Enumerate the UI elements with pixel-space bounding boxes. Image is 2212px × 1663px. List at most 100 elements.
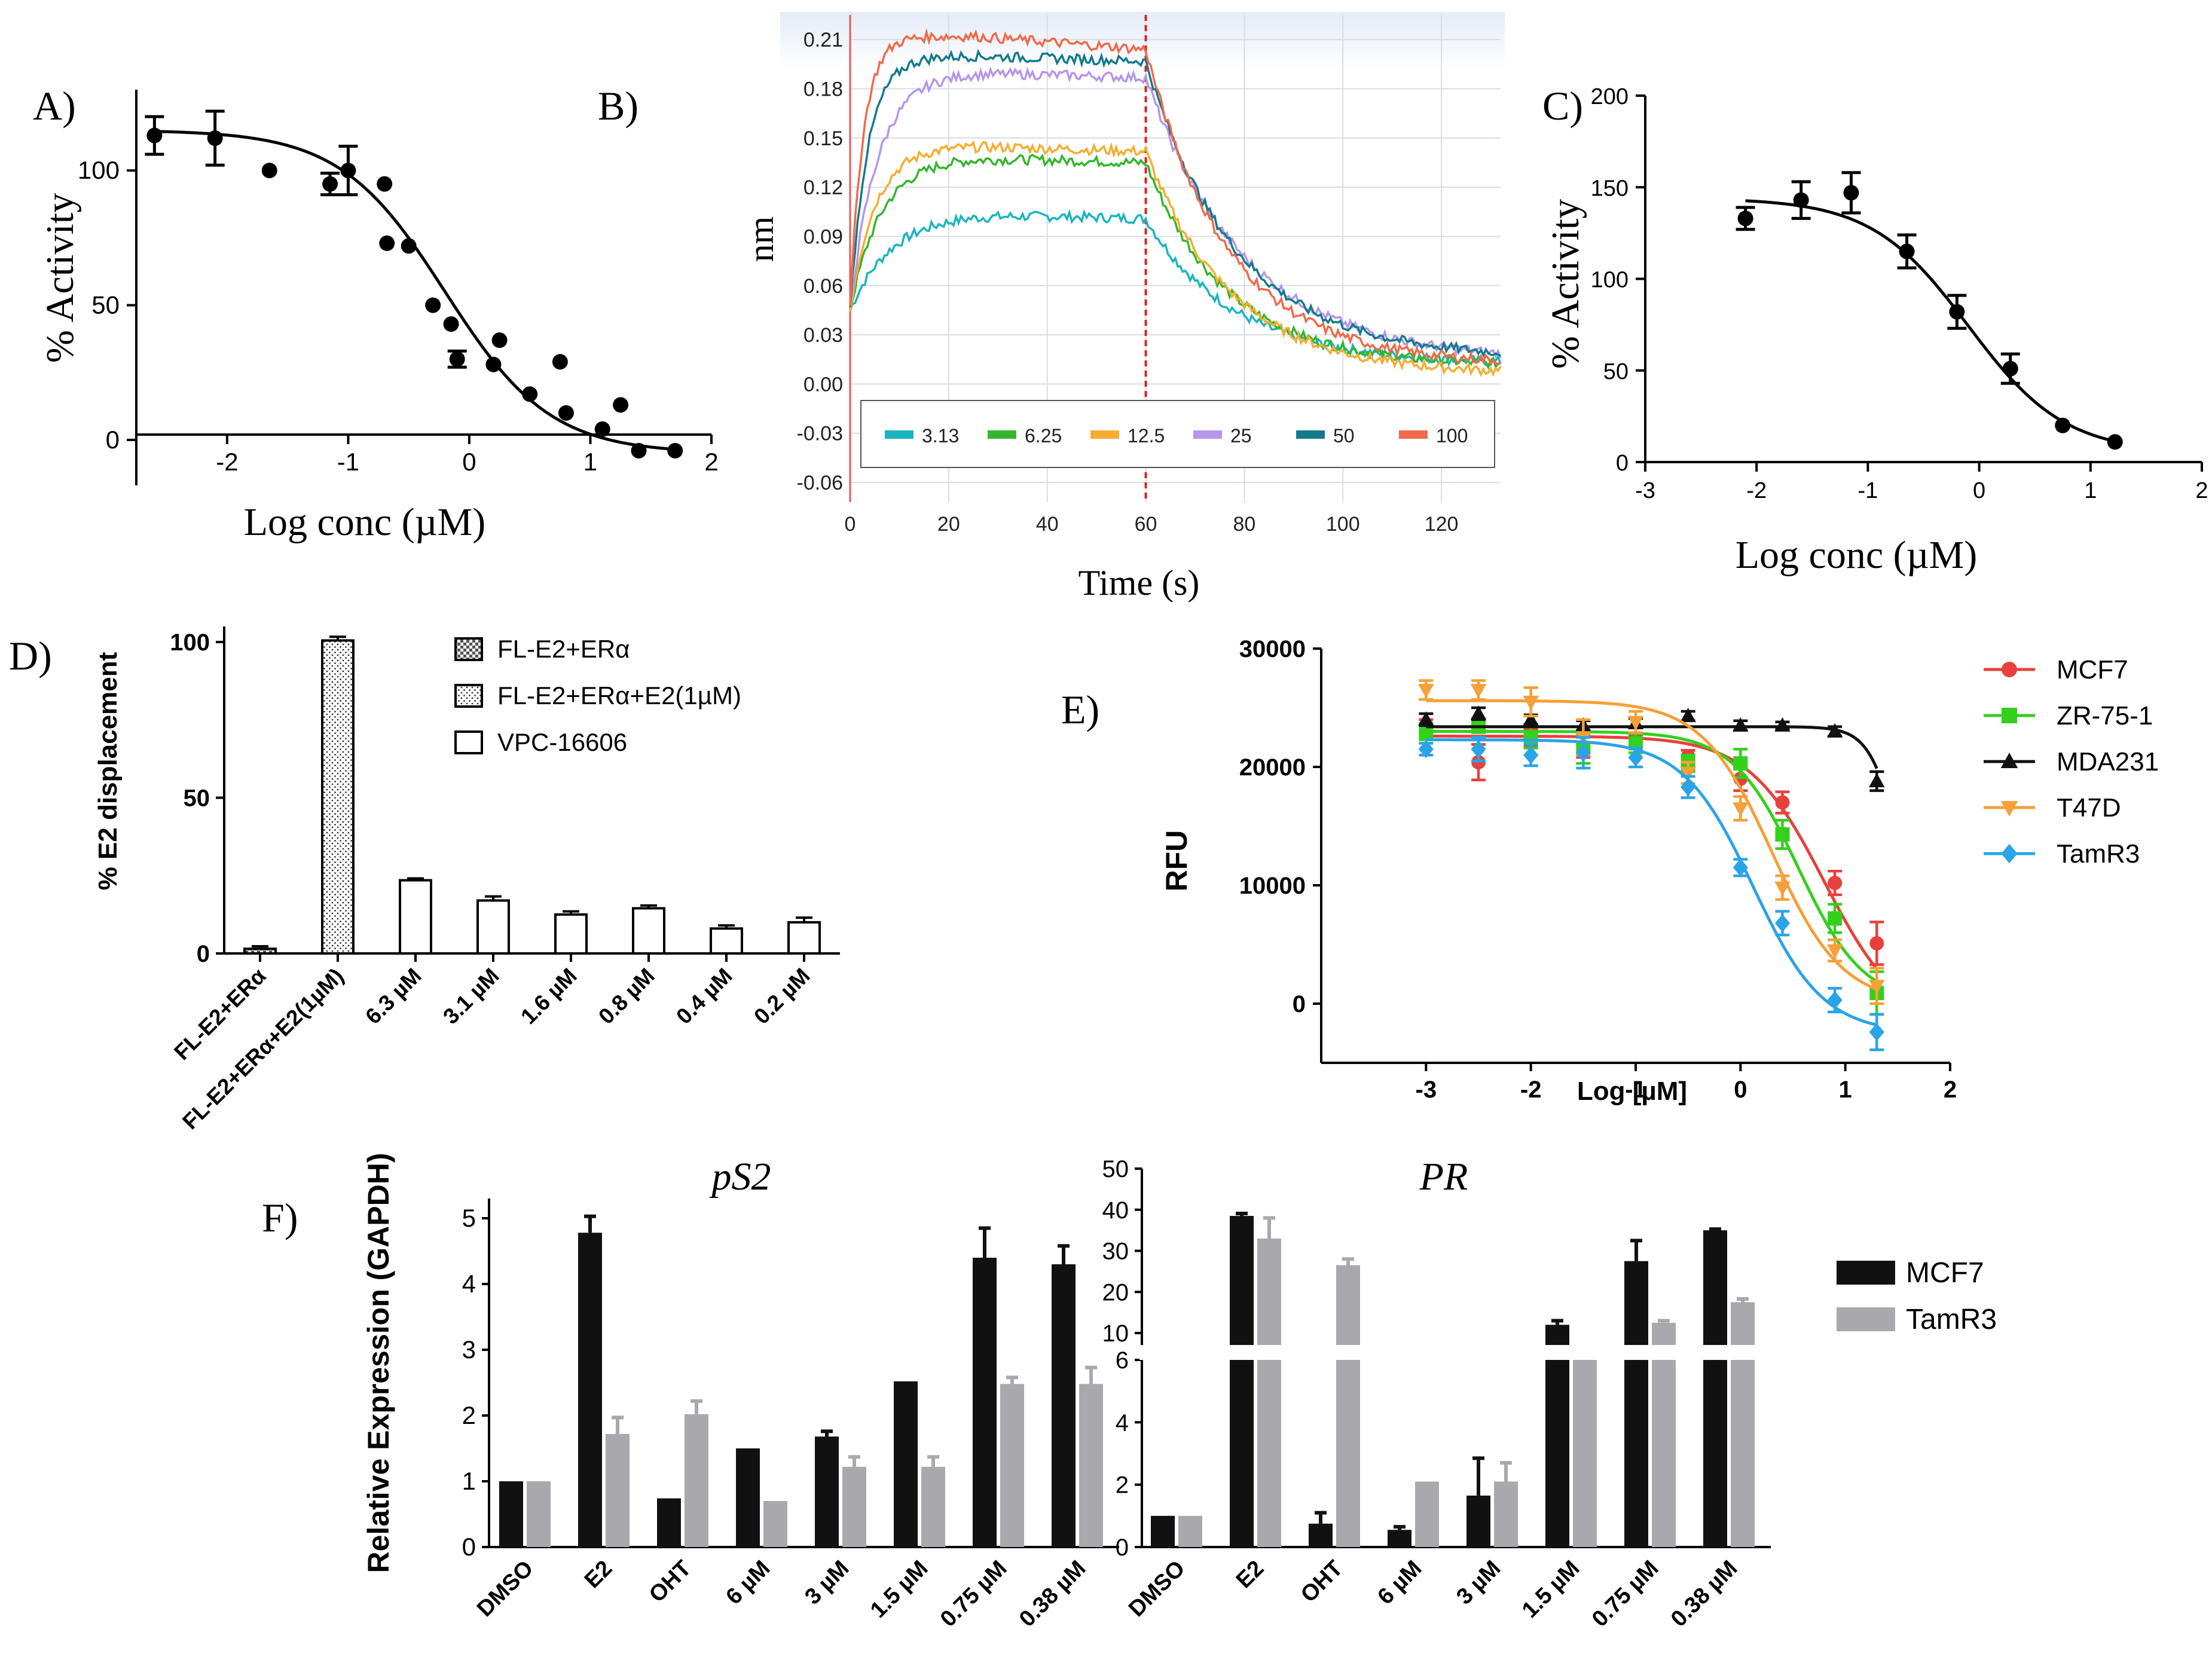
y-tick-label: 100 xyxy=(170,629,210,656)
x-tick-label: 1 xyxy=(2084,478,2097,503)
legend-marker xyxy=(2000,800,2018,817)
panel-c-chart: C) -3 -2 -1 0 1 2 0 50 100 150 200 Log conc (µM) %… xyxy=(1542,83,2208,577)
x-tick-label: DMSO xyxy=(1124,1556,1190,1622)
y-tick-label: 20000 xyxy=(1239,754,1306,781)
legend-label: 6.25 xyxy=(1025,425,1062,447)
legend-label: T47D xyxy=(2057,793,2121,823)
panel-b-label: B) xyxy=(598,83,638,129)
legend-label: 50 xyxy=(1333,425,1355,447)
x-tick-label: 80 xyxy=(1233,513,1255,536)
bar-MCF7 xyxy=(894,1381,918,1547)
data-point xyxy=(1680,708,1696,723)
x-tick-label: 2 xyxy=(2195,478,2208,503)
bar-MCF7 xyxy=(657,1498,681,1547)
bar-TamR3 xyxy=(921,1466,945,1547)
bar-TamR3 xyxy=(1079,1384,1103,1547)
data-point xyxy=(1826,944,1843,959)
bar-MCF7-lower xyxy=(1703,1360,1727,1547)
y-tick-label: 0 xyxy=(106,426,120,454)
x-tick-label: -2 xyxy=(1520,1077,1542,1103)
y-tick-label: 40 xyxy=(1102,1197,1129,1224)
bar-MCF7 xyxy=(1388,1530,1411,1547)
x-tick-label: 0.2 µM xyxy=(749,964,815,1029)
bar-MCF7 xyxy=(1309,1523,1333,1547)
x-tick-label: -3 xyxy=(1635,478,1655,503)
x-tick-label: 3.1 µM xyxy=(438,964,504,1029)
error-bar xyxy=(1085,1365,1097,1384)
x-tick-label: 1 xyxy=(1839,1077,1852,1103)
error-bar xyxy=(407,877,424,881)
data-point xyxy=(522,386,538,402)
legend-marker xyxy=(2002,662,2017,677)
panel-e-label: E) xyxy=(1061,687,1099,732)
panel-e-xlabel: Log [µM] xyxy=(1577,1077,1687,1106)
bar-MCF7 xyxy=(1151,1515,1175,1547)
x-tick-label: 0 xyxy=(1734,1077,1747,1103)
bar-TamR3-upper xyxy=(1731,1302,1755,1345)
x-tick-label: 20 xyxy=(937,513,960,536)
data-point xyxy=(1733,756,1748,771)
y-tick-label: 4 xyxy=(462,1270,476,1298)
data-point xyxy=(1793,192,1809,208)
legend-label: 3.13 xyxy=(922,425,959,447)
x-tick-label: 0.38 µM xyxy=(1015,1556,1090,1632)
y-tick-label: 50 xyxy=(91,291,120,319)
error-bar xyxy=(640,904,657,909)
y-tick-label: 2 xyxy=(462,1401,476,1429)
legend-swatch xyxy=(454,730,483,754)
data-point xyxy=(1733,858,1748,877)
x-tick-label: 40 xyxy=(1036,513,1059,536)
x-tick-label: 2 xyxy=(704,448,718,476)
bar-TamR3-lower xyxy=(1731,1360,1755,1547)
y-tick-label: 30000 xyxy=(1239,636,1306,662)
error-bar xyxy=(584,1214,596,1233)
x-tick-label: 6 µM xyxy=(721,1556,775,1610)
panel-a-label: A) xyxy=(33,83,76,129)
bar-TamR3 xyxy=(763,1501,787,1547)
data-point xyxy=(146,127,163,143)
bar-TamR3-lower xyxy=(1257,1360,1281,1547)
bar-MCF7-upper xyxy=(1545,1325,1569,1345)
bar-MCF7 xyxy=(973,1258,997,1547)
panel-d-ylabel: % E2 displacement xyxy=(93,652,123,890)
panel-a-points xyxy=(145,109,683,458)
legend-label: VPC-16606 xyxy=(497,728,627,756)
y-tick-label: 200 xyxy=(1591,84,1629,109)
error-bar xyxy=(1342,1257,1354,1265)
y-tick-label: 0.12 xyxy=(803,176,843,199)
y-tick-label: 1 xyxy=(462,1467,476,1495)
panel-d-legend: FL-E2+ERα FL-E2+ERα+E2(1µM) VPC-16606 xyxy=(454,635,741,756)
bar-TamR3 xyxy=(527,1481,551,1547)
data-point xyxy=(2002,360,2018,377)
bar-MCF7-upper xyxy=(1624,1261,1648,1345)
x-tick-label: -2 xyxy=(1746,478,1767,503)
panel-c-xlabel: Log conc (µM) xyxy=(1736,533,1978,577)
data-point xyxy=(491,332,508,349)
error-bar xyxy=(979,1226,991,1258)
data-point xyxy=(425,297,441,313)
error-bar xyxy=(1658,1319,1670,1323)
x-tick-label: 0.8 µM xyxy=(594,964,659,1029)
error-bar xyxy=(1709,1227,1721,1231)
data-point xyxy=(1523,711,1539,726)
panel-e-ylabel: RFU xyxy=(1160,830,1193,892)
panel-e-chart: E) 0 10000 20000 30000 -3 -2 -1 0 1 2 MCF7 ZR-75-1… xyxy=(1061,636,2159,1106)
bar-TamR3 xyxy=(1494,1481,1518,1547)
legend-label: TamR3 xyxy=(1906,1304,1997,1335)
bar-MCF7 xyxy=(1052,1264,1076,1547)
error-bar xyxy=(796,916,812,922)
bar-TamR3-lower xyxy=(1573,1360,1597,1547)
bar xyxy=(787,921,821,955)
data-point xyxy=(1418,711,1434,726)
error-bar xyxy=(1394,1525,1406,1530)
error-bar xyxy=(485,895,502,901)
legend-swatch xyxy=(1837,1307,1895,1331)
panel-c-ylabel: % Activity xyxy=(1544,199,1587,369)
legend-marker xyxy=(2001,843,2018,864)
x-tick-label: 60 xyxy=(1135,513,1157,536)
panel-f-ps2-bars xyxy=(499,1214,1103,1547)
panel-b-ylabel: nm xyxy=(741,216,781,262)
y-tick-label: 6 xyxy=(1116,1347,1129,1374)
y-tick-label: 50 xyxy=(184,785,210,812)
